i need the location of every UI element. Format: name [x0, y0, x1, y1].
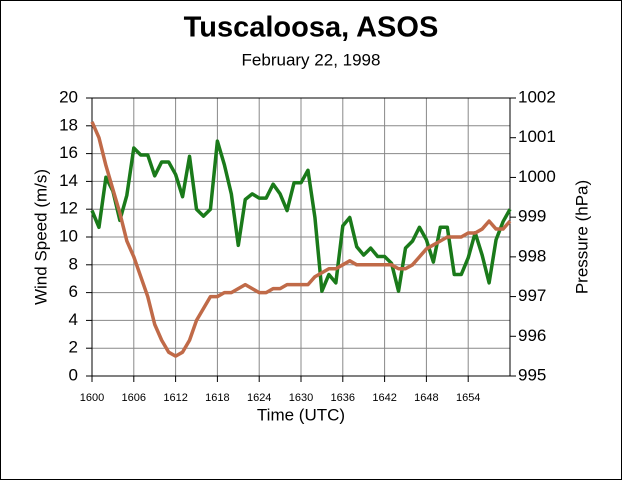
y2-tick-label: 1002 — [518, 87, 556, 106]
x-tick-label: 1618 — [205, 392, 229, 404]
x-tick-label: 1606 — [122, 392, 146, 404]
y2-axis-label: Pressure (hPa) — [572, 180, 591, 294]
series-line — [90, 139, 512, 293]
y2-tick-label: 1000 — [518, 167, 556, 186]
x-tick-label: 1600 — [80, 392, 104, 404]
y-tick-label: 10 — [59, 226, 78, 245]
y2-tick-label: 999 — [518, 207, 546, 226]
plot-border — [91, 97, 511, 377]
y-axis-label: Wind Speed (m/s) — [31, 169, 50, 305]
y-tick-label: 8 — [69, 254, 78, 273]
chart-title: Tuscaloosa, ASOS — [184, 12, 439, 44]
y-tick-label: 0 — [69, 365, 78, 384]
x-tick-label: 1630 — [289, 392, 313, 404]
y-tick-label: 2 — [69, 338, 78, 357]
x-tick-label: 1636 — [331, 392, 355, 404]
y2-tick-label: 997 — [518, 286, 546, 305]
y2-tick-label: 1001 — [518, 127, 556, 146]
y-tick-label: 20 — [59, 87, 78, 106]
x-tick-label: 1612 — [163, 392, 187, 404]
x-tick-label: 1624 — [247, 392, 271, 404]
x-tick-label: 1654 — [456, 392, 480, 404]
y-tick-label: 18 — [59, 115, 78, 134]
y-tick-label: 12 — [59, 199, 78, 218]
x-axis-label: Time (UTC) — [257, 405, 345, 424]
y2-tick-label: 996 — [518, 326, 546, 345]
y2-tick-label: 995 — [518, 365, 546, 384]
x-tick-label: 1642 — [372, 392, 396, 404]
x-tick-label: 1648 — [414, 392, 438, 404]
y-tick-label: 16 — [59, 143, 78, 162]
y-tick-label: 4 — [69, 310, 78, 329]
y-tick-label: 14 — [59, 171, 78, 190]
y-tick-label: 6 — [69, 282, 78, 301]
y2-tick-label: 998 — [518, 246, 546, 265]
series-line — [90, 121, 512, 358]
chart-subtitle: February 22, 1998 — [242, 50, 381, 69]
